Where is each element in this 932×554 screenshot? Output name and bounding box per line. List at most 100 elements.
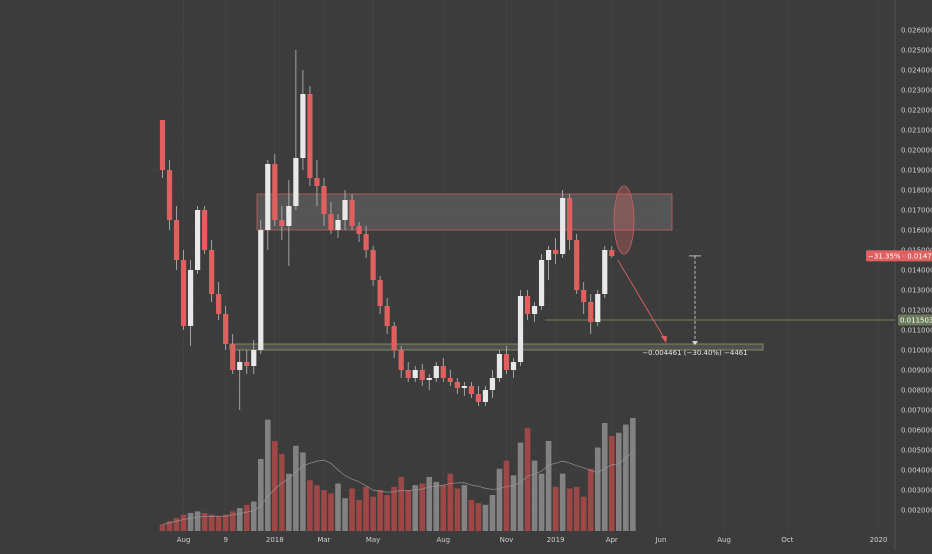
candle-body [503, 354, 510, 370]
volume-bar [293, 445, 299, 531]
volume-bar [180, 514, 187, 531]
candle-body [180, 260, 187, 326]
candle-body [258, 230, 264, 350]
candle-body [195, 210, 201, 270]
volume-bar [314, 485, 320, 531]
volume-bar [342, 498, 348, 531]
price-tick-label: 0.012000 [901, 307, 932, 315]
candle-body [384, 306, 390, 326]
candle-body [524, 296, 531, 314]
volume-bar [608, 436, 615, 531]
candle-body [356, 226, 362, 234]
volume-bar [159, 524, 166, 531]
candle-body [419, 370, 425, 380]
time-tick-label: Aug [436, 536, 450, 544]
time-tick-label: 9 [223, 536, 227, 544]
candle-body [173, 220, 180, 260]
time-tick-label: 2019 [547, 536, 565, 544]
price-tick-label: 0.023000 [901, 87, 932, 95]
volume-bar [503, 460, 510, 531]
candle-body [531, 306, 538, 314]
line-price-tag-bg [898, 314, 932, 326]
candle-layer [159, 50, 615, 410]
candle-body [328, 214, 334, 230]
volume-bar [335, 483, 341, 531]
price-tick-label: 0.004000 [901, 467, 932, 475]
volume-bar [524, 427, 531, 531]
volume-bar [265, 419, 271, 531]
highlight-ellipse [613, 185, 635, 255]
candle-body [307, 94, 313, 178]
volume-bar [594, 447, 601, 531]
volume-bar [194, 511, 201, 531]
candle-body [237, 362, 243, 370]
candle-body [398, 350, 404, 370]
volume-bar [377, 490, 383, 531]
volume-bar [215, 516, 222, 531]
current-price-tag: −31.35% · 0.014704 [868, 252, 932, 260]
price-tick-label: 0.006000 [901, 427, 932, 435]
candle-body [546, 250, 552, 260]
volume-bar [468, 499, 475, 531]
volume-bar [587, 468, 594, 531]
candle-body [363, 234, 369, 250]
volume-bar [616, 432, 622, 531]
candle-body [251, 350, 257, 366]
volume-bar [461, 485, 468, 531]
candle-body [567, 198, 573, 240]
candle-body [602, 250, 608, 294]
price-tick-label: 0.019000 [901, 167, 932, 175]
volume-bar [257, 458, 264, 531]
volume-bar [419, 483, 426, 531]
price-tick-label: 0.007000 [901, 407, 932, 415]
volume-bar [531, 460, 538, 531]
candle-body [166, 170, 173, 220]
candle-body [159, 120, 166, 170]
candle-body [588, 302, 594, 322]
volume-bar [187, 512, 194, 531]
candle-body [482, 390, 489, 402]
candle-body [370, 250, 376, 280]
volume-bar [166, 521, 173, 531]
candle-body [265, 164, 271, 230]
volume-bar [566, 488, 573, 531]
time-tick-label: Jun [654, 536, 666, 544]
volume-bar [391, 486, 397, 531]
resistance-zone [256, 193, 673, 231]
time-tick-label: Aug [177, 536, 191, 544]
volume-bar [573, 486, 580, 531]
time-tick-label: 2020 [870, 536, 888, 544]
candle-body [440, 366, 446, 378]
candle-body [468, 386, 474, 394]
volume-bar [447, 473, 454, 531]
price-tick-label: 0.005000 [901, 447, 932, 455]
candle-body [510, 362, 517, 370]
volume-bar [489, 494, 496, 531]
candle-body [230, 344, 236, 370]
volume-bar [229, 511, 236, 531]
price-tick-label: 0.017000 [901, 207, 932, 215]
volume-bar [208, 514, 215, 531]
volume-bar [482, 504, 489, 531]
projection-arrowhead [661, 336, 667, 344]
price-tick-label: 0.008000 [901, 387, 932, 395]
volume-bar [201, 512, 208, 531]
candle-body [609, 250, 615, 256]
price-axis[interactable]: 0.002000 0.003000 0.004000 0.005000 0.006000… [866, 27, 932, 515]
price-tick-label: 0.025000 [901, 47, 932, 55]
candle-body [517, 296, 524, 362]
time-tick-label: Apr [606, 536, 618, 544]
candle-body [391, 326, 397, 350]
candle-body [286, 206, 292, 226]
time-axis[interactable]: Aug 9 2018 Mar May Aug Nov 2019 Apr Jun Aug Oct 2020… [177, 536, 932, 544]
price-tick-label: 0.018000 [901, 187, 932, 195]
candle-body [412, 370, 418, 378]
time-tick-label: Nov [500, 536, 514, 544]
candle-body [405, 370, 411, 378]
candle-body [244, 362, 250, 366]
price-tick-label: 0.020000 [901, 147, 932, 155]
volume-bar [517, 442, 524, 531]
volume-bar [398, 476, 404, 531]
